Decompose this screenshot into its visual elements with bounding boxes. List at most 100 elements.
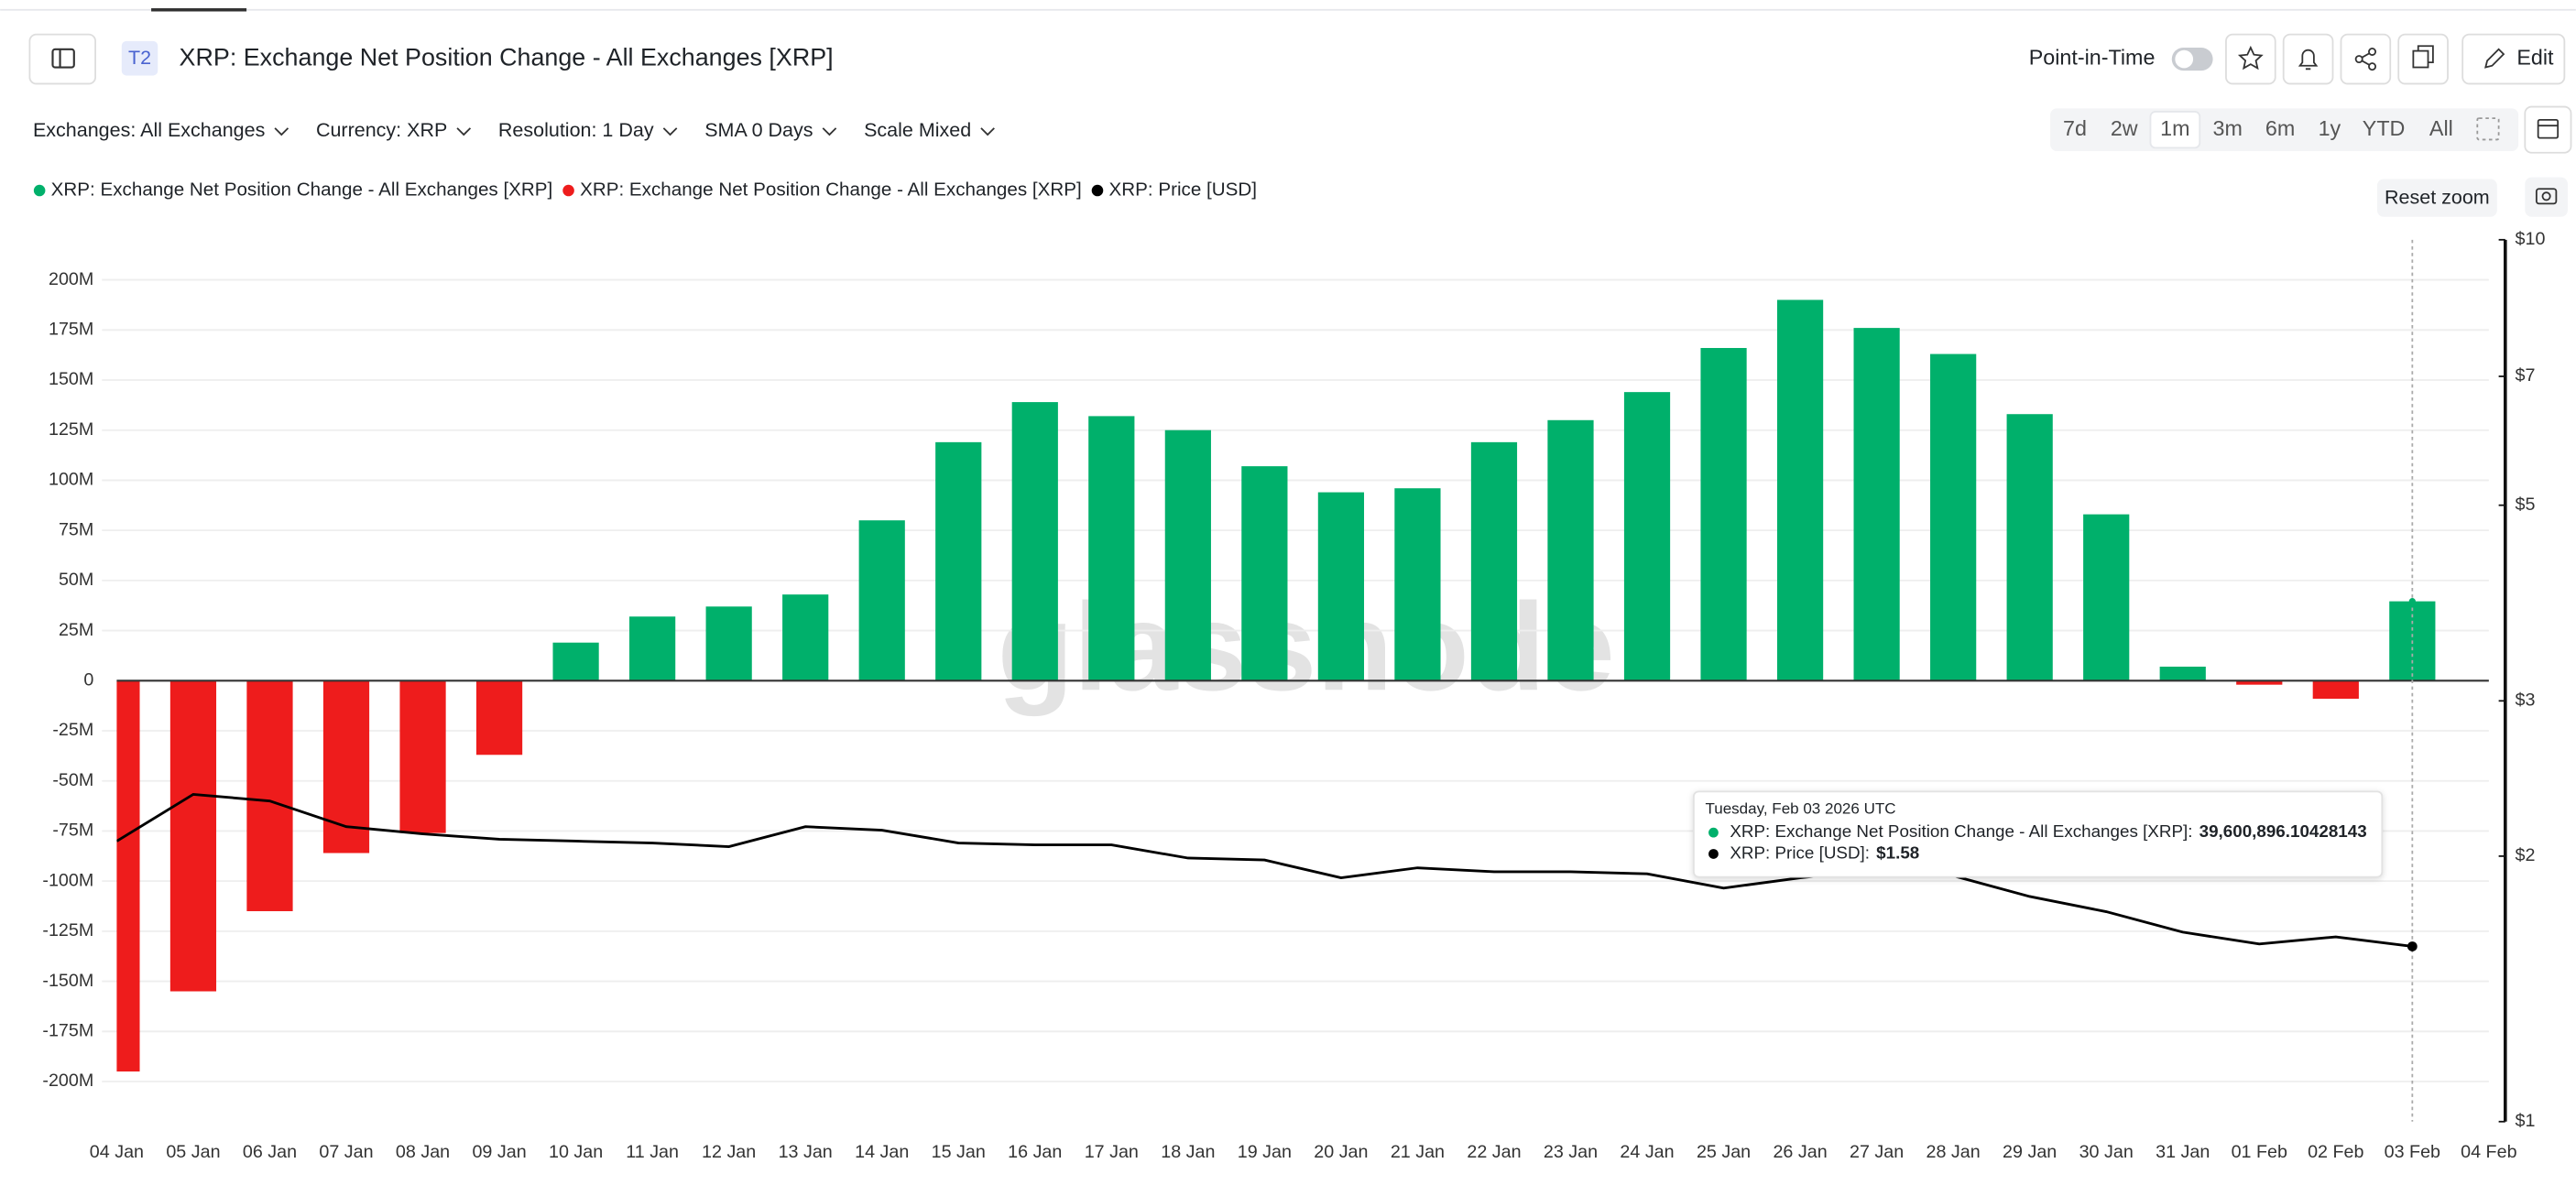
x-tick-label: 05 Jan [166,1142,220,1162]
range-button[interactable]: 1m [2160,116,2189,140]
chevron [456,127,472,136]
legend-label[interactable]: XRP: Exchange Net Position Change - All … [580,179,1082,200]
y-tick-label: -75M [52,821,93,841]
x-tick-label: 12 Jan [702,1142,756,1162]
share-button[interactable] [2340,33,2392,85]
reset-zoom-button[interactable] [2376,179,2497,217]
filter-dropdown[interactable]: SMA 0 Days [704,119,813,141]
bar [1930,353,1977,681]
x-tick-label: 11 Jan [626,1142,679,1162]
tier-badge-text: T2 [128,47,151,69]
star-button[interactable] [2225,33,2276,85]
bar [1547,419,1594,681]
tooltip-value: 39,600,896.10428143 [2199,821,2367,841]
x-tick-label: 20 Jan [1314,1142,1368,1162]
bar [705,606,752,681]
x-tick-label: 04 Jan [90,1142,144,1162]
y-tick-label: 50M [59,570,93,590]
filter-dropdown[interactable]: Currency: XRP [316,119,447,141]
y-tick-label: 100M [49,470,93,490]
chevron [822,127,837,136]
sidebar-button[interactable] [28,33,97,85]
bar [629,616,676,681]
y2-tick-label: $10 [2516,229,2546,249]
bar [2159,666,2206,681]
x-tick-label: 30 Jan [2079,1142,2134,1162]
bar [2236,680,2283,685]
legend-label[interactable]: XRP: Exchange Net Position Change - All … [51,179,553,200]
bar [1394,488,1441,681]
x-tick-label: 26 Jan [1773,1142,1827,1162]
range-button[interactable]: 7d [2063,116,2087,140]
y-tick-label: -50M [52,770,93,790]
legend-label[interactable]: XRP: Price [USD] [1109,179,1257,200]
y-tick-label: -175M [42,1020,93,1040]
edit-icon [2484,48,2505,69]
range-button[interactable]: YTD [2363,116,2406,140]
bar [858,520,905,681]
chevron [274,127,289,136]
reset-zoom-label: Reset zoom [2385,187,2490,209]
screenshot-button[interactable] [2525,177,2568,217]
copy-button[interactable] [2397,33,2449,85]
alert-button[interactable] [2282,33,2334,85]
toggle-knob [2175,49,2194,69]
y2-tick-label: $1 [2516,1111,2536,1131]
y-tick-label: -100M [42,870,93,890]
hover-marker [2408,598,2416,605]
y-tick-label: -150M [42,971,93,991]
bar [1088,416,1135,681]
x-tick-label: 25 Jan [1697,1142,1751,1162]
x-tick-label: 19 Jan [1238,1142,1292,1162]
y-tick-label: 125M [49,419,93,440]
bar [399,680,446,833]
star-icon [2237,45,2264,71]
copy-icon [2417,45,2434,64]
price-line [116,792,2413,948]
x-tick-label: 02 Feb [2308,1142,2363,1162]
x-tick-label: 24 Jan [1620,1142,1674,1162]
bar [1623,392,1671,681]
x-tick-label: 04 Feb [2461,1142,2516,1162]
tooltip-dot [1708,849,1719,859]
bar [1470,441,1518,681]
zoom-select-icon[interactable] [2476,117,2500,141]
x-tick-label: 08 Jan [396,1142,450,1162]
bar [1853,328,1900,681]
filter-dropdown[interactable]: Exchanges: All Exchanges [33,119,265,141]
bar [2006,414,2053,681]
range-button[interactable]: 3m [2213,116,2243,140]
filter-dropdown[interactable]: Scale Mixed [864,119,971,141]
legend-dot [1091,184,1104,197]
x-tick-label: 10 Jan [549,1142,603,1162]
edit-button[interactable] [2461,33,2566,85]
tooltip-label: XRP: Exchange Net Position Change - All … [1730,821,2192,841]
y-tick-label: 75M [59,519,93,539]
x-tick-label: 09 Jan [472,1142,526,1162]
x-tick-label: 23 Jan [1544,1142,1598,1162]
range-button[interactable]: 6m [2265,116,2295,140]
icon-buttons [2225,33,2566,85]
filter-dropdown[interactable]: Resolution: 1 Day [498,119,654,141]
x-tick-label: 18 Jan [1161,1142,1215,1162]
calendar-button[interactable] [2524,105,2572,154]
range-button[interactable]: All [2429,116,2453,140]
share-icon [2368,62,2377,71]
range-button[interactable]: 2w [2111,116,2138,140]
tooltip-label: XRP: Price [USD]: [1730,843,1870,862]
bar [782,594,829,681]
bar [246,680,293,911]
range-button[interactable]: 1y [2319,116,2341,140]
share-icon [2354,55,2363,64]
x-tick-label: 22 Jan [1467,1142,1521,1162]
x-tick-label: 07 Jan [319,1142,373,1162]
bar [1164,429,1211,681]
y-tick-label: -200M [42,1071,93,1091]
x-tick-label: 21 Jan [1391,1142,1445,1162]
calendar-icon [2537,119,2560,139]
y-tick-label: 0 [83,670,93,690]
bar [1700,347,1747,681]
bar [1011,402,1058,681]
bar [116,680,140,1072]
